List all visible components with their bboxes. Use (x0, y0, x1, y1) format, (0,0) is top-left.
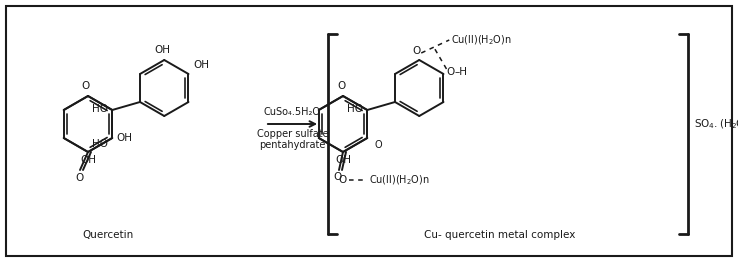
Text: HO: HO (92, 104, 108, 114)
Text: pentahydrate: pentahydrate (259, 140, 325, 150)
Text: –H: –H (455, 67, 467, 77)
Text: HO: HO (92, 139, 108, 149)
Text: Cu- quercetin metal complex: Cu- quercetin metal complex (424, 230, 576, 240)
Text: $\mathregular{SO_4.(H_2O)n}$: $\mathregular{SO_4.(H_2O)n}$ (694, 117, 738, 131)
Text: $\mathregular{Cu(ll)(H_2O)n}$: $\mathregular{Cu(ll)(H_2O)n}$ (451, 33, 512, 47)
Text: $\mathregular{Cu(ll)(H_2O)n}$: $\mathregular{Cu(ll)(H_2O)n}$ (369, 173, 430, 187)
Text: OH: OH (80, 155, 96, 165)
Text: OH: OH (335, 155, 351, 165)
Text: O: O (75, 173, 83, 183)
Text: O: O (82, 81, 90, 91)
Text: O: O (333, 172, 341, 182)
Text: O: O (337, 81, 345, 91)
Text: HO: HO (348, 104, 363, 114)
Text: OH: OH (117, 133, 132, 143)
Text: Quercetin: Quercetin (83, 230, 134, 240)
Text: OH: OH (193, 60, 210, 70)
Text: OH: OH (154, 45, 170, 55)
Text: O: O (412, 46, 421, 56)
Text: CuSo₄.5H₂O: CuSo₄.5H₂O (264, 107, 321, 117)
Text: O: O (339, 175, 347, 185)
Text: Copper sulfate: Copper sulfate (257, 129, 328, 139)
Text: O: O (374, 140, 382, 150)
Text: O: O (446, 67, 455, 77)
